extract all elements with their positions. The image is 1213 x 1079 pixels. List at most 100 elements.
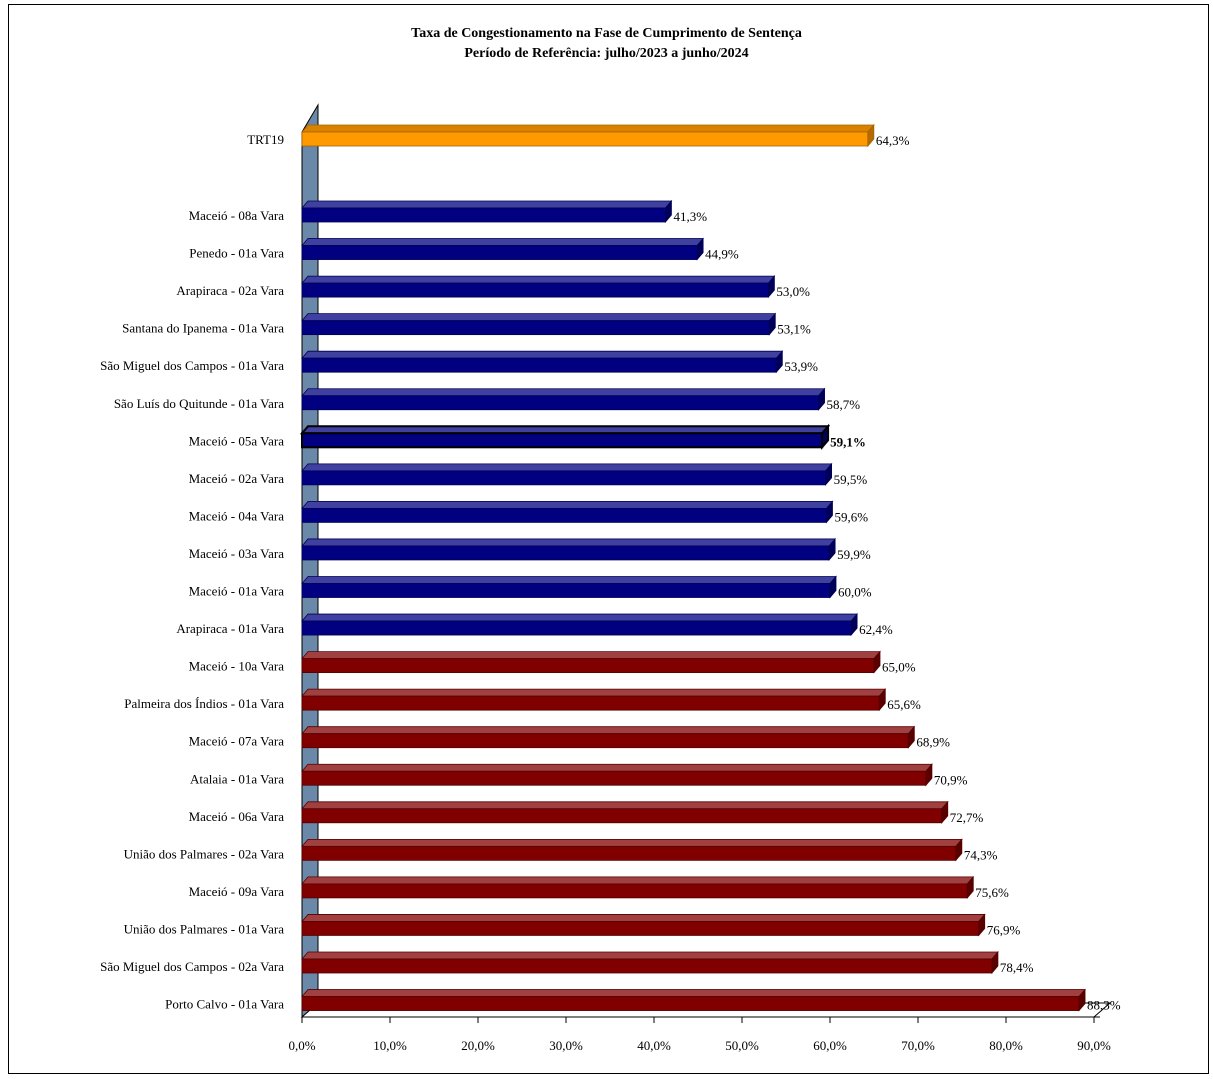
bar-front-face [301, 845, 957, 861]
bar-top-face [301, 876, 975, 885]
bar-front-face [301, 733, 909, 749]
bar-top-face [301, 275, 776, 284]
chart-title: Taxa de Congestionamento na Fase de Cump… [411, 26, 802, 41]
bar-front-face [301, 470, 826, 486]
bar-top-face [301, 914, 986, 922]
x-tick-label: 20,0% [461, 1038, 495, 1053]
bar-front-face [301, 583, 831, 598]
bar [301, 650, 881, 674]
bar-top-face [301, 951, 999, 960]
bar [301, 800, 949, 824]
bar-top-face [301, 350, 784, 359]
bar [301, 537, 836, 562]
bar-front-face [301, 507, 827, 523]
bar-end-face [907, 725, 915, 749]
bar [301, 688, 887, 712]
bar-top-face [301, 538, 836, 547]
value-label: 72,7% [950, 810, 984, 825]
value-label: 53,1% [777, 322, 811, 337]
bar-front-face [301, 545, 830, 561]
bar-top-face [301, 388, 826, 397]
bar-end-face [768, 312, 776, 336]
category-label: Maceió - 01a Vara [189, 584, 285, 599]
category-label: Palmeira dos Índios - 01a Vara [124, 696, 284, 711]
value-label: 58,7% [827, 397, 861, 412]
x-tick-label: 50,0% [725, 1038, 759, 1053]
bar-end-face [873, 650, 881, 674]
bar [301, 123, 875, 148]
bar [301, 950, 999, 975]
bar [301, 875, 975, 899]
bar-front-face [301, 883, 968, 899]
bar-top-face [301, 200, 673, 209]
bar-end-face [821, 423, 830, 451]
value-label: 44,9% [705, 247, 739, 262]
bar [301, 838, 963, 862]
bar-front-face [301, 996, 1080, 1011]
x-tick-label: 30,0% [549, 1038, 583, 1053]
bar-top-face [301, 313, 777, 322]
value-label: 41,3% [673, 209, 707, 224]
bar-top-face [301, 613, 858, 622]
bar-end-face [991, 950, 999, 975]
x-tick-label: 40,0% [637, 1038, 671, 1053]
bar-end-face [955, 838, 963, 862]
category-label: São Miguel dos Campos - 01a Vara [100, 358, 284, 373]
bar-end-face [825, 462, 832, 486]
bar [301, 763, 933, 787]
value-label: 70,9% [934, 772, 968, 787]
bar-front-face [301, 395, 819, 411]
bar-front-face [301, 357, 777, 373]
bar-front-face [301, 320, 770, 336]
bar-front-face [301, 921, 980, 936]
bar-end-face [878, 688, 886, 712]
bar [301, 237, 704, 261]
value-label: 75,6% [975, 885, 1009, 900]
value-label: 53,0% [776, 284, 810, 299]
category-label: União dos Palmares - 01a Vara [124, 921, 285, 936]
bar-top-face [301, 576, 837, 584]
value-label: 78,4% [1000, 960, 1034, 975]
category-label: Maceió - 06a Vara [189, 809, 285, 824]
bar-end-face [850, 612, 858, 637]
x-tick-label: 10,0% [373, 1038, 407, 1053]
bar [301, 725, 916, 749]
value-label: 88,3% [1087, 998, 1121, 1013]
bar-end-face [828, 537, 836, 562]
value-label: 65,6% [887, 697, 921, 712]
bar-front-face [301, 695, 880, 711]
bar-end-face [665, 199, 672, 224]
bar-end-face [696, 237, 704, 261]
bar [301, 275, 776, 299]
bar [301, 199, 673, 224]
value-label: 64,3% [876, 133, 910, 148]
bar-top-face [301, 989, 1086, 997]
category-label: Santana do Ipanema - 01a Vara [122, 321, 284, 336]
value-label: 59,9% [837, 547, 871, 562]
value-label: 68,9% [916, 735, 950, 750]
category-label: Maceió - 08a Vara [189, 208, 285, 223]
bar-front-face [301, 131, 869, 147]
category-label: Maceió - 04a Vara [189, 508, 285, 523]
bar-front-face [301, 658, 875, 673]
bar-front-face [301, 808, 943, 824]
bar-top-face [301, 726, 916, 735]
bar-top-face [301, 688, 887, 697]
bar-end-face [775, 350, 783, 374]
bar-end-face [826, 500, 833, 524]
bar-front-face [301, 282, 769, 298]
category-label: São Miguel dos Campos - 02a Vara [100, 959, 284, 974]
bar-end-face [925, 763, 933, 787]
category-label: Maceió - 09a Vara [189, 884, 285, 899]
value-label: 53,9% [784, 359, 818, 374]
bar-front-face [301, 245, 698, 260]
x-tick-label: 0,0% [288, 1038, 315, 1053]
category-label: Maceió - 07a Vara [189, 734, 285, 749]
bar-end-face [829, 575, 837, 599]
bar-end-face [978, 913, 986, 937]
bar [301, 500, 834, 524]
value-label: 59,1% [830, 434, 866, 449]
x-tick-label: 80,0% [989, 1038, 1023, 1053]
value-label: 60,0% [838, 585, 872, 600]
